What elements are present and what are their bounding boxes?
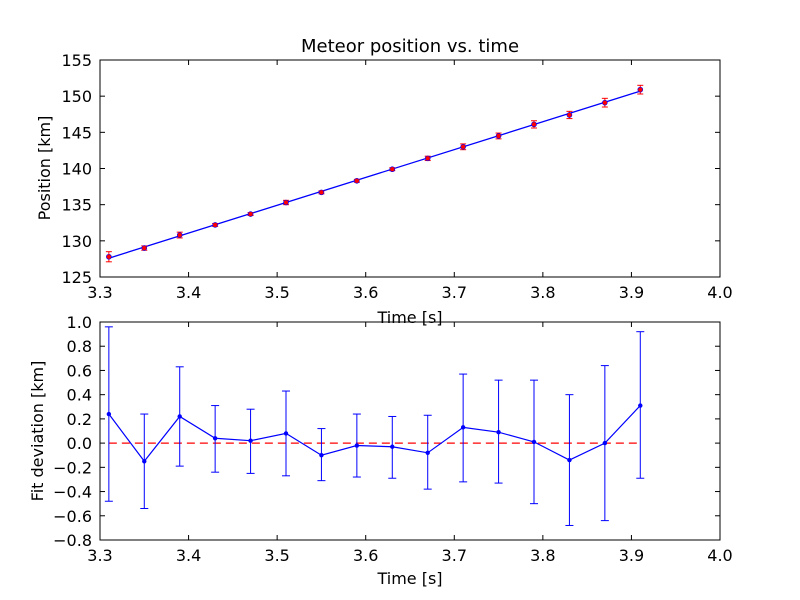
x-tick-label: 3.4 <box>176 546 201 565</box>
data-point <box>496 430 501 435</box>
x-axis-ticks: 3.3 3.4 3.5 3.6 3.7 3.8 3.9 4.0 <box>87 322 733 565</box>
y-tick-label: −0.4 <box>53 483 92 502</box>
y-tick-label: 150 <box>61 87 92 106</box>
data-point <box>176 232 183 238</box>
data-point <box>531 121 537 128</box>
data-point <box>495 133 502 139</box>
x-tick-label: 4.0 <box>707 546 732 565</box>
x-tick-label: 3.3 <box>87 283 112 302</box>
y-tick-label: −0.6 <box>53 507 92 526</box>
x-tick-label: 4.0 <box>707 283 732 302</box>
x-tick-label: 3.6 <box>353 546 378 565</box>
x-tick-label: 3.3 <box>87 546 112 565</box>
data-point <box>425 450 430 455</box>
x-tick-label: 3.7 <box>442 283 467 302</box>
x-axis-label: Time [s] <box>376 308 442 327</box>
y-tick-label: 155 <box>61 51 92 70</box>
deviation-chart: 3.3 3.4 3.5 3.6 3.7 3.8 3.9 4.0 −0.8−0.6−0.4−0.… <box>28 313 733 588</box>
x-tick-label: 3.5 <box>264 546 289 565</box>
y-axis-ticks: −0.8 −0.6 −0.4 −0.2 0.0 0.2 0.4 0.6 0.8 1.0 <box>53 313 720 550</box>
y-tick-label: −0.2 <box>53 458 92 477</box>
data-point <box>248 438 253 443</box>
x-tick-label: 3.9 <box>619 546 644 565</box>
data-point <box>424 155 431 162</box>
x-tick-label: 3.4 <box>176 283 201 302</box>
data-point <box>141 245 148 251</box>
x-tick-label: 3.7 <box>442 546 467 565</box>
data-point <box>531 439 537 445</box>
data-point <box>460 144 466 150</box>
data-point <box>283 199 289 206</box>
x-tick-label: 3.8 <box>530 283 555 302</box>
data-point <box>390 444 395 449</box>
y-tick-label: 130 <box>61 232 92 251</box>
data-point <box>212 222 218 228</box>
y-tick-label: 0.0 <box>67 434 92 453</box>
data-point <box>212 436 218 441</box>
y-tick-label: 0.4 <box>67 386 92 405</box>
data-point <box>602 99 608 106</box>
y-axis-label: Position [km] <box>35 116 54 221</box>
y-tick-label: 135 <box>61 196 92 215</box>
data-point <box>354 177 360 184</box>
data-point <box>177 414 182 419</box>
y-tick-label: 125 <box>61 268 92 287</box>
y-tick-label: 145 <box>61 123 92 142</box>
data-point <box>142 459 147 464</box>
data-point <box>283 431 289 436</box>
data-point <box>602 440 608 446</box>
y-tick-label: 0.6 <box>67 361 92 380</box>
data-point <box>460 425 466 430</box>
data-point <box>354 443 360 448</box>
y-tick-label: 0.2 <box>67 410 92 429</box>
data-point <box>106 253 112 260</box>
plot-frame <box>99 59 721 278</box>
data-point <box>389 166 396 173</box>
data-point <box>247 211 254 217</box>
y-tick-label: 140 <box>61 160 92 179</box>
y-axis-label: Fit deviation [km] <box>28 361 47 502</box>
plot-area <box>105 84 644 263</box>
x-tick-label: 3.6 <box>353 283 378 302</box>
position-chart: Meteor position vs. time 3.3 3.4 3.5 3.6 3.7… <box>35 36 733 327</box>
chart-title: Meteor position vs. time <box>301 36 519 57</box>
data-point <box>319 453 324 458</box>
data-point <box>637 86 644 93</box>
data-point <box>566 112 573 118</box>
x-axis-label: Time [s] <box>376 569 442 588</box>
x-tick-label: 3.9 <box>619 283 644 302</box>
y-tick-label: 1.0 <box>67 313 92 332</box>
data-point <box>638 403 643 408</box>
y-axis-ticks: 125 130 135 140 145 150 155 <box>61 51 720 287</box>
deviation-series-line <box>108 405 641 463</box>
y-tick-label: 0.8 <box>67 337 92 356</box>
y-tick-label: −0.8 <box>53 531 92 550</box>
data-point <box>567 457 572 463</box>
plot-area <box>104 326 645 526</box>
data-point <box>318 189 325 196</box>
fit-line <box>108 90 641 259</box>
x-tick-label: 3.8 <box>530 546 555 565</box>
x-tick-label: 3.5 <box>264 283 289 302</box>
data-point <box>106 411 112 417</box>
x-axis-ticks: 3.3 3.4 3.5 3.6 3.7 3.8 3.9 4.0 <box>87 60 733 302</box>
plot-frame <box>99 321 721 541</box>
